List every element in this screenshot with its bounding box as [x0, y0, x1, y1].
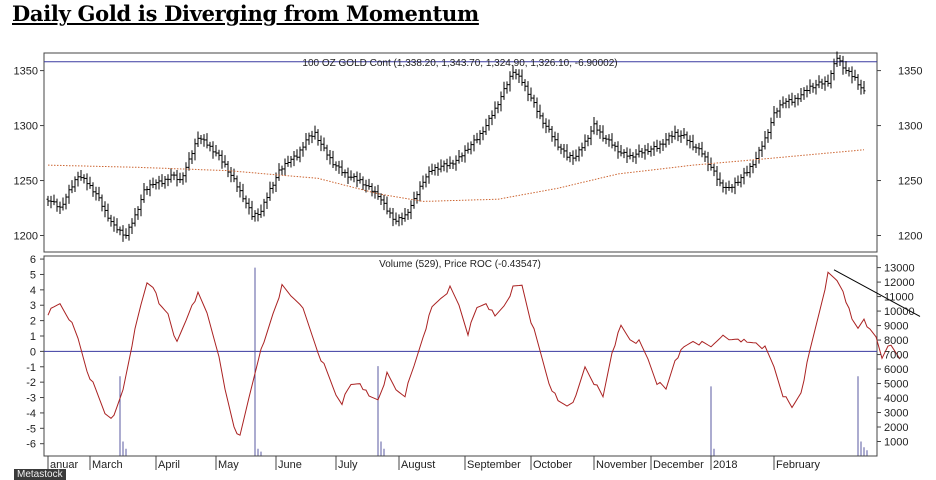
roc-tick-label: 0	[30, 346, 36, 358]
roc-tick-label: 6	[30, 254, 36, 266]
volume-tick-label: 1000	[884, 437, 908, 449]
month-label: May	[218, 459, 239, 471]
roc-tick-label: -4	[26, 408, 36, 420]
roc-tick-label: -1	[26, 362, 36, 374]
month-label: August	[401, 459, 435, 471]
month-label: October	[533, 459, 572, 471]
price-tick-label-left: 1350	[14, 66, 38, 78]
volume-tick-label: 6000	[884, 364, 908, 376]
watermark: Metastock	[14, 469, 66, 480]
month-label: September	[467, 459, 521, 471]
volume-tick-label: 7000	[884, 350, 908, 362]
price-tick-label-left: 1200	[14, 231, 38, 243]
month-axis: anuar March April May June July August Septembe…	[44, 455, 877, 471]
volume-tick-label: 9000	[884, 321, 908, 333]
volume-tick-label: 13000	[884, 263, 915, 275]
volume-tick-label: 2000	[884, 422, 908, 434]
month-label: July	[338, 459, 358, 471]
price-tick-label-right: 1250	[898, 176, 922, 188]
volume-axis: 1000 2000 3000 4000 5000 6000 7000 8000 9000 1000…	[877, 263, 915, 449]
page-title: Daily Gold is Diverging from Momentum	[12, 1, 479, 26]
volume-bars	[119, 267, 868, 456]
momentum-trendline	[833, 269, 921, 317]
roc-panel-frame	[43, 255, 878, 457]
roc-tick-label: 1	[30, 331, 36, 343]
month-label: March	[92, 459, 123, 471]
volume-tick-label: 3000	[884, 408, 908, 420]
roc-tick-label: -5	[26, 423, 36, 435]
price-panel-frame	[43, 52, 878, 253]
roc-tick-label: 3	[30, 300, 36, 312]
roc-panel-title: Volume (529), Price ROC (-0.43547)	[379, 259, 541, 270]
roc-tick-label: -6	[26, 439, 36, 451]
roc-tick-label: 5	[30, 269, 36, 281]
moving-average-path	[47, 149, 865, 202]
month-label: 2018	[713, 459, 737, 471]
roc-tick-label: 4	[30, 285, 36, 297]
price-bars	[46, 51, 866, 242]
roc-axis: -6 -5 -4 -3 -2 -1 0 1 2 3 4 5 6	[26, 254, 44, 451]
price-tick-label-right: 1300	[898, 121, 922, 133]
volume-tick-label: 12000	[884, 277, 915, 289]
price-tick-label-left: 1250	[14, 176, 38, 188]
month-label: anuar	[50, 459, 78, 471]
price-panel-title: 100 OZ GOLD Cont (1,338.20, 1,343.70, 1,…	[302, 58, 617, 69]
volume-tick-label: 4000	[884, 393, 908, 405]
month-label: February	[776, 459, 821, 471]
volume-tick-label: 8000	[884, 335, 908, 347]
price-axis: 1200 1200 1250 1250 1300 1300 1350 1350	[14, 66, 923, 243]
month-label: November	[596, 459, 647, 471]
volume-tick-label: 10000	[884, 306, 915, 318]
roc-tick-label: -2	[26, 377, 36, 389]
month-label: December	[653, 459, 704, 471]
roc-line	[47, 271, 901, 436]
moving-average-line	[47, 149, 865, 202]
roc-tick-label: 2	[30, 316, 36, 328]
price-tick-label-right: 1200	[898, 231, 922, 243]
month-label: June	[278, 459, 302, 471]
volume-tick-label: 11000	[884, 292, 914, 304]
price-tick-label-right: 1350	[898, 66, 922, 78]
month-label: April	[158, 459, 180, 471]
roc-tick-label: -3	[26, 393, 36, 405]
roc-panel: Volume (529), Price ROC (-0.43547) -6-5-…	[26, 254, 921, 457]
price-panel: 100 OZ GOLD Cont (1,338.20, 1,343.70, 1,…	[14, 51, 923, 253]
volume-tick-label: 5000	[884, 379, 908, 391]
price-tick-label-left: 1300	[14, 121, 38, 133]
